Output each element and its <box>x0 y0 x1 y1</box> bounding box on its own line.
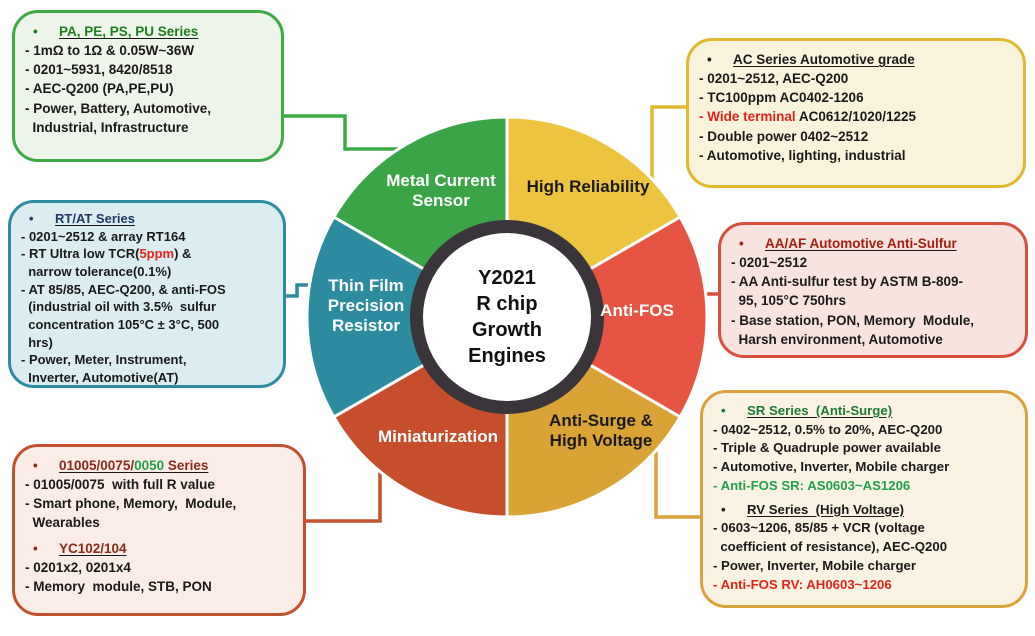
detail-line: narrow tolerance(0.1%) <box>21 264 172 280</box>
series-title: • RT/AT Series <box>21 210 277 228</box>
detail-line: - 1mΩ to 1Ω & 0.05W~36W <box>25 43 195 59</box>
connector-sr-rv-series <box>654 452 703 519</box>
detail-line: 95, 105°C 750hrs <box>731 293 846 309</box>
callout-pa-pe-ps-pu-series: • PA, PE, PS, PU Series - 1mΩ to 1Ω & 0.05… <box>12 10 284 162</box>
callout-rt-at-series: • RT/AT Series - 0201~2512 & array RT164 - … <box>8 200 286 388</box>
series-title: • YC102/104 <box>25 539 297 558</box>
series-title: • 01005/0075/0050 Series <box>25 456 297 475</box>
bullet-icon: • <box>33 24 38 39</box>
detail-line: Wearables <box>25 515 100 531</box>
bullet-icon: • <box>707 52 712 67</box>
segment-anti-fos <box>504 214 709 420</box>
bullet-icon: • <box>33 458 38 473</box>
connector-ac-series <box>650 105 689 182</box>
label-thin-film-precision-resistor: Thin Film Precision Resistor <box>327 275 405 336</box>
series-title: • AA/AF Automotive Anti-Sulfur <box>731 234 1019 253</box>
series-title: • PA, PE, PS, PU Series <box>25 22 275 41</box>
detail-line: coefficient of resistance), AEC-Q200 <box>713 539 948 555</box>
growth-engine-wheel <box>305 115 709 519</box>
detail-line: - 0201~2512, AEC-Q200 <box>699 71 849 87</box>
detail-line: - Base station, PON, Memory Module, <box>731 312 975 328</box>
detail-line: - 0201~2512 <box>731 255 808 271</box>
detail-line: - 0201~5931, 8420/8518 <box>25 62 173 78</box>
detail-line: - Triple & Quadruple power available <box>713 440 941 456</box>
detail-line: - AEC-Q200 (PA,PE,PU) <box>25 81 174 97</box>
label-miniaturization: Miniaturization <box>378 426 498 446</box>
label-metal-current-sensor: Metal Current Sensor <box>386 170 496 210</box>
label-anti-surge-high-voltage: Anti-Surge & High Voltage <box>549 410 653 450</box>
detail-line: Industrial, Infrastructure <box>25 119 189 135</box>
detail-line: hrs) <box>21 334 53 350</box>
detail-line: - RT Ultra low TCR(5ppm) & <box>21 246 192 262</box>
label-high-reliability: High Reliability <box>526 176 650 196</box>
detail-line: - Double power 0402~2512 <box>699 128 869 144</box>
detail-line: - Power, Meter, Instrument, <box>21 352 187 368</box>
bullet-icon: • <box>721 403 726 418</box>
detail-line: - Automotive, Inverter, Mobile charger <box>713 459 950 475</box>
detail-line: - TC100ppm AC0402-1206 <box>699 90 864 106</box>
detail-line: - Anti-FOS SR: AS0603~AS1206 <box>713 477 911 493</box>
callout-ac-series-automotive: • AC Series Automotive grade - 0201~2512, … <box>686 38 1026 188</box>
connector-pa-series <box>283 114 399 151</box>
label-anti-fos: Anti-FOS <box>600 300 674 320</box>
detail-line: - Automotive, lighting, industrial <box>699 147 906 163</box>
detail-line: - Power, Battery, Automotive, <box>25 100 212 116</box>
callout-sr-rv-series: • SR Series (Anti-Surge) - 0402~2512, 0.5%… <box>700 390 1028 608</box>
detail-line: - Anti-FOS RV: AH0603~1206 <box>713 576 892 592</box>
callout-01005-0075-0050-series: • 01005/0075/0050 Series - 01005/0075 with… <box>12 444 306 616</box>
detail-line: - 01005/0075 with full R value <box>25 477 215 493</box>
detail-line: - Wide terminal AC0612/1020/1225 <box>699 109 917 125</box>
detail-line: - Power, Inverter, Mobile charger <box>713 557 917 573</box>
detail-line: - AT 85/85, AEC-Q200, & anti-FOS <box>21 281 226 297</box>
detail-line: - 0201~2512 & array RT164 <box>21 228 186 244</box>
detail-line: concentration 105°C ± 3°C, 500 <box>21 317 220 333</box>
detail-line: - 0201x2, 0201x4 <box>25 559 131 575</box>
detail-line: - Smart phone, Memory, Module, <box>25 496 237 512</box>
bullet-icon: • <box>29 211 34 226</box>
series-title: • RV Series (High Voltage) <box>713 501 1019 520</box>
detail-line: - Memory module, STB, PON <box>25 578 212 594</box>
center-disc <box>423 233 591 401</box>
bullet-icon: • <box>33 540 38 556</box>
bullet-icon: • <box>721 501 726 517</box>
detail-line: (industrial oil with 3.5% sulfur <box>21 299 217 315</box>
series-title: • AC Series Automotive grade <box>699 50 1017 69</box>
bullet-icon: • <box>739 236 744 251</box>
wheel-center-title: Y2021 R chip Growth Engines <box>468 267 546 367</box>
series-title: • SR Series (Anti-Surge) <box>713 402 1019 421</box>
detail-line: - AA Anti-sulfur test by ASTM B-809- <box>731 274 964 290</box>
detail-line: - 0603~1206, 85/85 + VCR (voltage <box>713 520 925 536</box>
detail-line: Harsh environment, Automotive <box>731 331 943 347</box>
detail-line: - 0402~2512, 0.5% to 20%, AEC-Q200 <box>713 421 943 437</box>
callout-aa-af-anti-sulfur: • AA/AF Automotive Anti-Sulfur - 0201~2512… <box>718 222 1028 358</box>
segment-thin-film-precision-resistor <box>305 214 510 420</box>
detail-line: Inverter, Automotive(AT) <box>21 370 179 386</box>
